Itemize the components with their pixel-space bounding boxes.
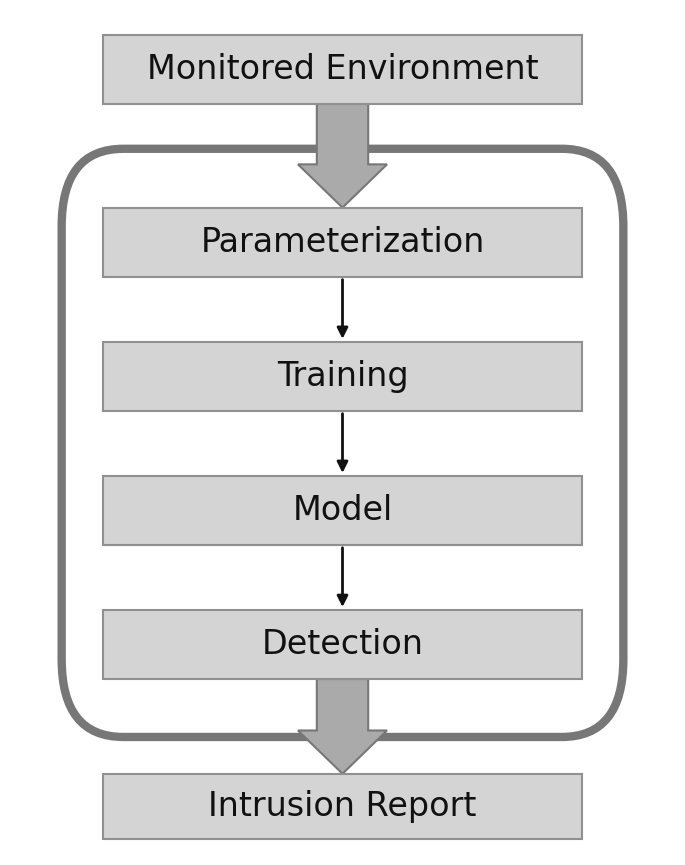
FancyBboxPatch shape [103,208,582,277]
FancyBboxPatch shape [103,342,582,411]
Text: Parameterization: Parameterization [200,226,485,259]
Text: Model: Model [292,494,393,527]
Text: Intrusion Report: Intrusion Report [208,790,477,823]
Text: Monitored Environment: Monitored Environment [147,53,538,86]
Text: Detection: Detection [262,628,423,661]
Polygon shape [298,679,387,773]
FancyBboxPatch shape [103,35,582,104]
FancyBboxPatch shape [103,476,582,545]
FancyBboxPatch shape [103,773,582,839]
Polygon shape [298,104,387,208]
FancyBboxPatch shape [103,610,582,679]
Text: Training: Training [277,360,408,393]
